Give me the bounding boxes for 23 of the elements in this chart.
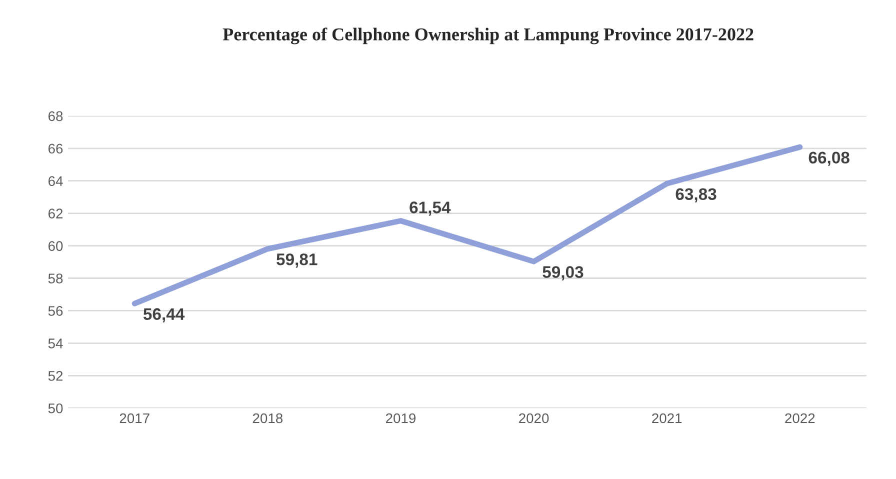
data-label: 63,83: [676, 188, 716, 202]
y-tick-label: 58: [48, 274, 63, 284]
y-tick-label: 66: [48, 144, 63, 154]
y-tick-label: 60: [48, 241, 63, 251]
y-tick-label: 68: [48, 111, 63, 122]
data-label: 56,44: [143, 308, 185, 322]
x-tick-label: 2022: [785, 413, 815, 424]
y-tick-label: 64: [48, 176, 63, 186]
x-tick-label: 2017: [120, 413, 150, 424]
data-label: 59,03: [542, 266, 584, 280]
x-tick-label: 2018: [252, 413, 283, 424]
data-label: 61,54: [410, 202, 451, 216]
data-label: 59,81: [276, 253, 318, 268]
chart-title: Percentage of Cellphone Ownership at Lampung Province 2017-2022: [222, 28, 754, 44]
y-tick-label: 50: [48, 403, 63, 414]
y-tick-label: 54: [48, 338, 63, 348]
data-label: 66,08: [808, 152, 850, 166]
y-tick-label: 52: [48, 370, 63, 381]
y-tick-label: 62: [48, 208, 63, 218]
x-tick-label: 2021: [652, 413, 682, 424]
x-tick-label: 2019: [386, 413, 416, 424]
y-tick-label: 56: [48, 306, 63, 316]
x-tick-label: 2020: [519, 413, 549, 424]
